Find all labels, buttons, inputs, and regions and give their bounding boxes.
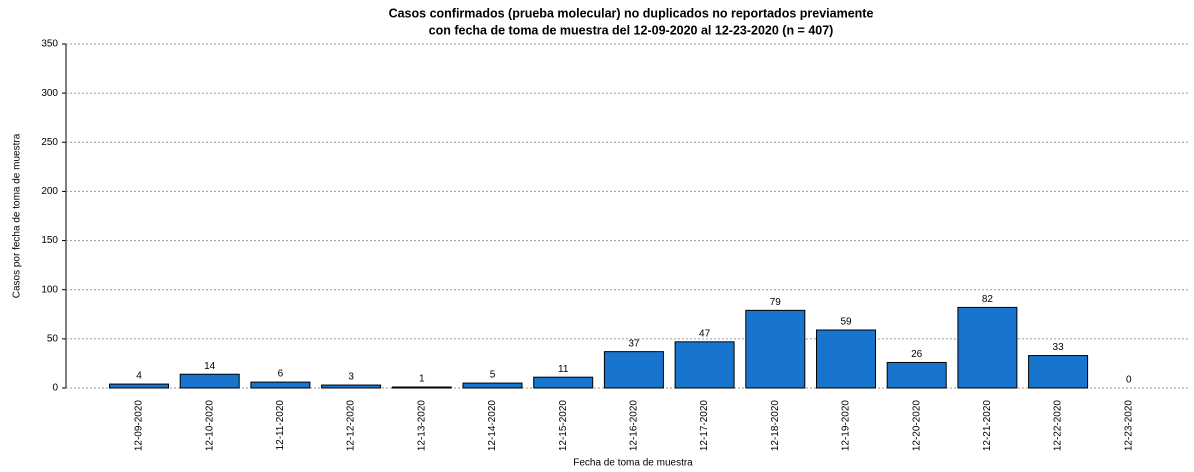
chart-title: Casos confirmados (prueba molecular) no … xyxy=(389,6,874,20)
y-tick-label: 250 xyxy=(41,137,58,148)
data-label: 11 xyxy=(558,364,569,375)
data-label: 0 xyxy=(1126,375,1132,386)
y-axis-title: Casos por fecha de toma de muestra xyxy=(12,133,23,298)
data-label: 6 xyxy=(278,369,284,380)
bar xyxy=(533,376,594,389)
data-label: 14 xyxy=(204,361,216,372)
data-label: 26 xyxy=(911,349,923,360)
data-label: 1 xyxy=(419,374,425,385)
x-tick-label: 12-22-2020 xyxy=(1053,400,1064,452)
x-tick-label: 12-23-2020 xyxy=(1123,400,1134,452)
data-label: 4 xyxy=(136,371,142,382)
bar xyxy=(179,373,240,389)
bar xyxy=(109,383,169,389)
bar xyxy=(603,351,664,389)
x-tick-label: 12-15-2020 xyxy=(558,400,569,452)
y-tick-label: 100 xyxy=(41,284,58,295)
data-label: 37 xyxy=(628,338,640,349)
y-tick-label: 200 xyxy=(41,186,58,197)
y-tick-label: 50 xyxy=(47,333,59,344)
bar xyxy=(886,361,947,389)
bar xyxy=(321,384,382,389)
bar xyxy=(1028,355,1089,389)
data-label: 82 xyxy=(982,294,994,305)
bar xyxy=(391,386,452,389)
x-axis-title: Fecha de toma de muestra xyxy=(573,458,693,469)
data-label: 3 xyxy=(348,372,354,383)
x-tick-label: 12-18-2020 xyxy=(770,400,781,452)
chart-title: con fecha de toma de muestra del 12-09-2… xyxy=(429,23,834,37)
data-label: 59 xyxy=(840,317,852,328)
y-tick-label: 300 xyxy=(41,88,58,99)
x-tick-label: 12-20-2020 xyxy=(911,400,922,452)
x-tick-label: 12-09-2020 xyxy=(134,400,145,452)
bar xyxy=(957,306,1018,389)
x-tick-label: 12-10-2020 xyxy=(204,400,215,452)
x-tick-label: 12-12-2020 xyxy=(346,400,357,452)
data-label: 33 xyxy=(1053,342,1065,353)
x-tick-label: 12-13-2020 xyxy=(416,400,427,452)
x-tick-label: 12-21-2020 xyxy=(982,400,993,452)
x-tick-label: 12-19-2020 xyxy=(841,400,852,452)
x-tick-label: 12-11-2020 xyxy=(275,400,286,451)
bar xyxy=(674,341,735,389)
data-label: 47 xyxy=(699,328,711,339)
bar xyxy=(816,329,876,389)
bar xyxy=(250,381,311,389)
data-label: 5 xyxy=(490,370,496,381)
bar xyxy=(745,309,806,389)
x-tick-label: 12-14-2020 xyxy=(487,400,498,452)
y-tick-label: 0 xyxy=(52,383,58,394)
y-tick-label: 350 xyxy=(41,39,58,50)
x-tick-label: 12-16-2020 xyxy=(629,400,640,452)
x-tick-label: 12-17-2020 xyxy=(699,400,710,452)
bar xyxy=(462,382,523,389)
y-tick-label: 150 xyxy=(41,235,58,246)
data-label: 79 xyxy=(770,297,782,308)
